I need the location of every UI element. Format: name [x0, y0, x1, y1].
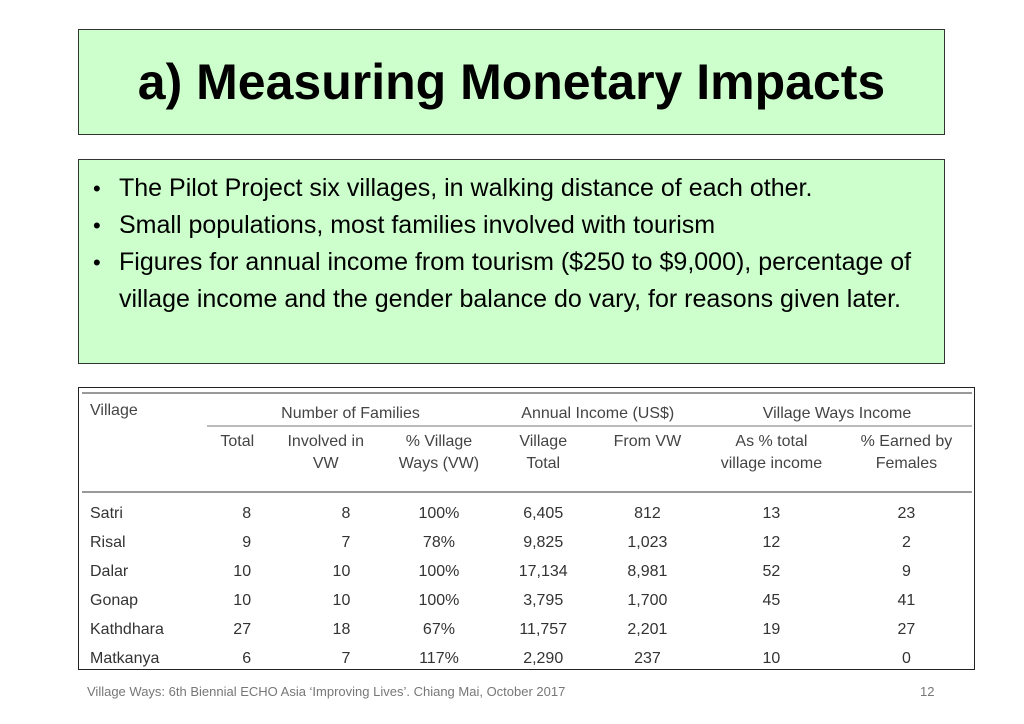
table-row: Gonap 10 10 100% 3,795 1,700 45 41: [82, 586, 972, 615]
cell-involved: 10: [332, 591, 351, 609]
cell-total: 10: [233, 591, 252, 609]
table-group-header-row: Village Number of Families Annual Income…: [82, 392, 972, 427]
table-row: Risal 9 7 78% 9,825 1,023 12 2: [82, 528, 972, 557]
cell-from-vw: 8,981: [627, 562, 668, 580]
cell-total: 27: [233, 620, 252, 638]
header-village-total: Village Total: [493, 426, 593, 493]
cell-involved: 8: [341, 504, 351, 522]
cell-pct-female: 23: [897, 504, 916, 522]
header-annual-income: Annual Income (US$): [493, 392, 702, 427]
cell-village-total: 3,795: [523, 591, 564, 609]
header-involved-in-vw: Involved in VW: [267, 426, 385, 493]
table-row: Dalar 10 10 100% 17,134 8,981 52 9: [82, 557, 972, 586]
cell-from-vw: 1,700: [627, 591, 668, 609]
cell-village: Risal: [90, 533, 126, 551]
cell-pct-total: 10: [701, 644, 841, 669]
header-village: Village: [82, 392, 208, 426]
table-row: Kathdhara 27 18 67% 11,757 2,201 19 27: [82, 615, 972, 644]
cell-pct-total: 45: [762, 591, 781, 609]
cell-pct-vw: 100%: [418, 504, 460, 522]
cell-involved: 18: [332, 620, 351, 638]
data-table-frame: Village Number of Families Annual Income…: [78, 387, 975, 670]
cell-village-total: 2,290: [493, 644, 593, 669]
cell-from-vw: 237: [592, 644, 702, 669]
bullet-item: • Small populations, most families involv…: [89, 207, 930, 244]
bullet-list: • The Pilot Project six villages, in walk…: [89, 170, 930, 318]
cell-village: Gonap: [90, 591, 139, 609]
cell-village-total: 6,405: [523, 504, 564, 522]
header-total: Total: [207, 426, 268, 493]
cell-village-total: 9,825: [523, 533, 564, 551]
bullet-box: • The Pilot Project six villages, in walk…: [78, 159, 945, 364]
cell-total: 8: [242, 504, 252, 522]
village-income-table: Village Number of Families Annual Income…: [82, 392, 972, 669]
cell-pct-female: 27: [897, 620, 916, 638]
cell-pct-vw: 100%: [418, 562, 460, 580]
cell-pct-vw: 78%: [422, 533, 455, 551]
header-pct-earned-by-females: % Earned by Females: [840, 426, 972, 493]
cell-pct-total: 13: [762, 504, 781, 522]
header-village-ways-income: Village Ways Income: [701, 392, 972, 427]
table-body: Satri 8 8 100% 6,405 812 13 23 Risal 9 7 78% 9,825 1,…: [82, 492, 972, 669]
cell-village: Kathdhara: [90, 620, 164, 638]
bullet-dot-icon: •: [93, 213, 101, 238]
cell-involved: 10: [332, 562, 351, 580]
cell-from-vw: 2,201: [627, 620, 668, 638]
cell-pct-total: 19: [762, 620, 781, 638]
cell-from-vw: 1,023: [627, 533, 668, 551]
bullet-item: • The Pilot Project six villages, in walk…: [89, 170, 930, 207]
header-blank: [82, 426, 208, 493]
header-number-of-families: Number of Families: [207, 392, 494, 427]
page-number: 12: [920, 684, 935, 699]
header-pct-total-village-income: As % total village income: [701, 426, 841, 493]
cell-pct-female: 2: [901, 533, 911, 551]
bullet-dot-icon: •: [93, 176, 101, 201]
cell-from-vw: 812: [634, 504, 661, 522]
cell-village-total: 11,757: [519, 620, 568, 638]
header-pct-village-ways: % Village Ways (VW): [384, 426, 494, 493]
bullet-item: • Figures for annual income from tourism …: [89, 244, 930, 318]
cell-village: Satri: [90, 504, 123, 522]
cell-pct-vw: 100%: [418, 591, 460, 609]
table-sub-header-row: Total Involved in VW % Village Ways (VW) V…: [82, 426, 972, 493]
cell-pct-vw: 67%: [422, 620, 455, 638]
cell-pct-female: 0: [840, 644, 972, 669]
cell-total: 6: [207, 644, 268, 669]
cell-involved: 7: [267, 644, 385, 669]
cell-pct-vw: 117%: [384, 644, 494, 669]
cell-pct-total: 12: [762, 533, 781, 551]
cell-pct-female: 9: [901, 562, 911, 580]
cell-total: 10: [233, 562, 252, 580]
title-box: a) Measuring Monetary Impacts: [78, 29, 945, 135]
table-row: Satri 8 8 100% 6,405 812 13 23: [82, 492, 972, 528]
cell-total: 9: [242, 533, 252, 551]
table-row: Matkanya 6 7 117% 2,290 237 10 0: [82, 644, 972, 669]
header-from-vw: From VW: [592, 426, 702, 493]
cell-pct-female: 41: [897, 591, 916, 609]
footer-text: Village Ways: 6th Biennial ECHO Asia ‘Im…: [87, 684, 566, 699]
cell-village: Matkanya: [82, 644, 208, 669]
cell-involved: 7: [341, 533, 351, 551]
cell-pct-total: 52: [762, 562, 781, 580]
bullet-dot-icon: •: [93, 250, 101, 275]
cell-village: Dalar: [90, 562, 129, 580]
cell-village-total: 17,134: [518, 562, 568, 580]
slide-title: a) Measuring Monetary Impacts: [137, 54, 886, 110]
